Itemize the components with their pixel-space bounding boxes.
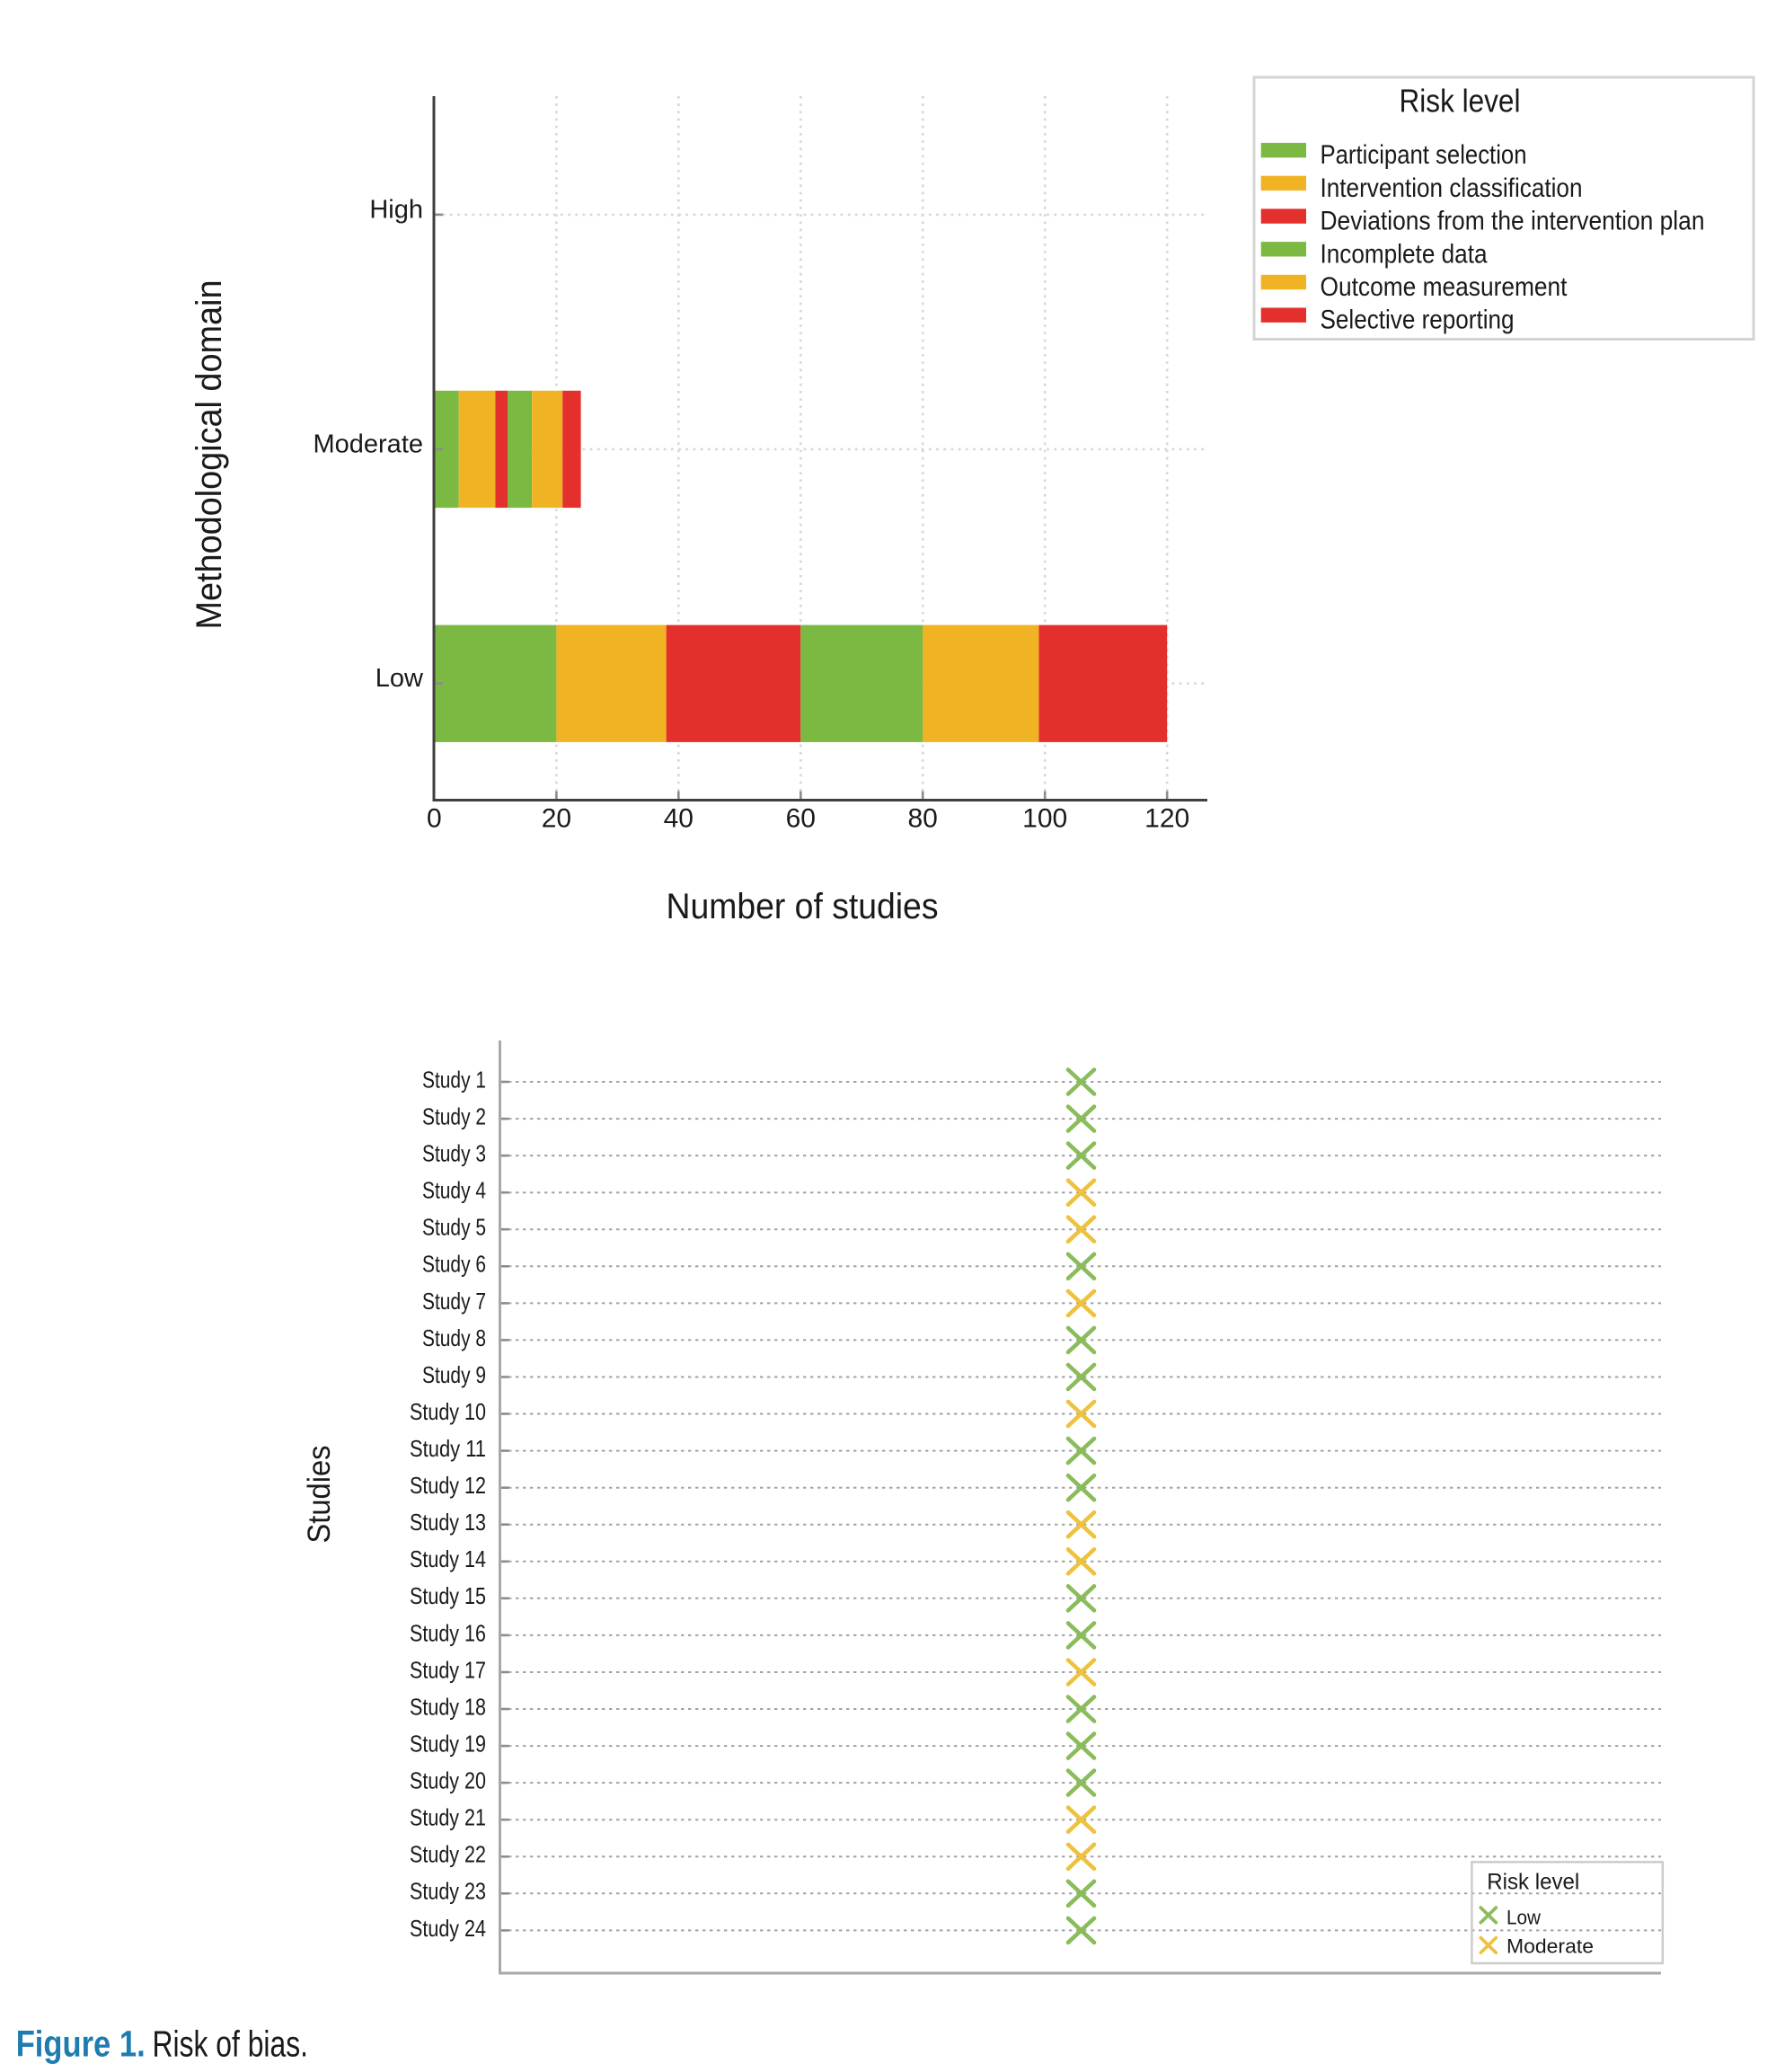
svg-text:Study 5: Study 5 xyxy=(422,1214,486,1241)
svg-text:Study 11: Study 11 xyxy=(410,1435,486,1462)
svg-text:60: 60 xyxy=(786,804,816,834)
svg-text:80: 80 xyxy=(908,804,938,834)
svg-text:120: 120 xyxy=(1144,804,1189,834)
svg-text:Study 3: Study 3 xyxy=(422,1140,486,1167)
svg-text:Outcome measurement: Outcome measurement xyxy=(1321,272,1568,302)
svg-text:Low: Low xyxy=(1507,1907,1541,1929)
svg-text:Study 7: Study 7 xyxy=(422,1288,486,1315)
svg-text:Study 16: Study 16 xyxy=(410,1619,486,1646)
svg-text:Risk level: Risk level xyxy=(1400,83,1521,120)
svg-text:Number of studies: Number of studies xyxy=(667,887,939,926)
svg-text:Moderate: Moderate xyxy=(313,429,423,458)
svg-text:Study 6: Study 6 xyxy=(422,1251,486,1278)
svg-text:Figure 1.: Figure 1. xyxy=(16,2023,146,2065)
svg-text:Intervention classification: Intervention classification xyxy=(1321,173,1583,203)
svg-text:Incomplete data: Incomplete data xyxy=(1321,239,1489,269)
svg-text:High: High xyxy=(369,195,423,224)
svg-text:Study 2: Study 2 xyxy=(422,1103,486,1130)
svg-text:Deviations from the interventi: Deviations from the intervention plan xyxy=(1321,207,1705,236)
svg-text:Selective reporting: Selective reporting xyxy=(1321,305,1515,335)
svg-text:Study 9: Study 9 xyxy=(422,1361,486,1388)
svg-text:Study 18: Study 18 xyxy=(410,1693,486,1720)
svg-text:100: 100 xyxy=(1022,804,1067,834)
svg-text:Study 24: Study 24 xyxy=(410,1915,486,1942)
svg-text:Study 8: Study 8 xyxy=(422,1324,486,1351)
svg-text:Participant selection: Participant selection xyxy=(1321,140,1527,170)
svg-text:Study 15: Study 15 xyxy=(410,1582,486,1609)
svg-text:Study 1: Study 1 xyxy=(422,1066,486,1093)
svg-text:Study 13: Study 13 xyxy=(410,1509,486,1536)
svg-text:20: 20 xyxy=(542,804,571,834)
svg-text:Study 23: Study 23 xyxy=(410,1878,486,1905)
svg-text:Moderate: Moderate xyxy=(1507,1935,1594,1958)
svg-text:Risk of bias.: Risk of bias. xyxy=(153,2023,309,2065)
svg-text:Studies: Studies xyxy=(302,1446,337,1544)
svg-text:Methodological domain: Methodological domain xyxy=(190,280,229,630)
svg-text:Study 19: Study 19 xyxy=(410,1731,486,1758)
svg-text:Study 20: Study 20 xyxy=(410,1767,486,1794)
svg-text:Study 4: Study 4 xyxy=(422,1177,486,1204)
svg-text:Study 10: Study 10 xyxy=(410,1398,486,1425)
svg-text:Study 22: Study 22 xyxy=(410,1841,486,1868)
svg-text:40: 40 xyxy=(664,804,694,834)
svg-text:0: 0 xyxy=(427,804,442,834)
svg-text:Study 12: Study 12 xyxy=(410,1472,486,1499)
svg-text:Study 17: Study 17 xyxy=(410,1656,486,1683)
svg-text:Low: Low xyxy=(376,664,424,693)
svg-text:Risk level: Risk level xyxy=(1487,1870,1579,1895)
svg-text:Study 14: Study 14 xyxy=(410,1545,486,1572)
svg-text:Study 21: Study 21 xyxy=(410,1804,486,1831)
